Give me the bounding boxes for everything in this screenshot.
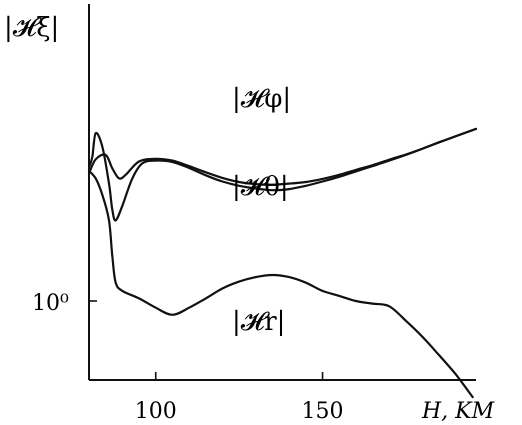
- series-line-h-r: [87, 169, 474, 399]
- label-h-theta: |𝓗θ|: [232, 172, 289, 202]
- x-tick-label: 100: [135, 399, 177, 424]
- y-tick-label: 10⁰: [32, 291, 69, 316]
- x-ticks: 100 150: [135, 372, 344, 424]
- y-axis-title: |𝓗ξ|: [4, 13, 59, 43]
- x-axis-title: H, KM: [421, 399, 495, 424]
- series-line-h-theta: [87, 127, 478, 222]
- label-h-phi: |𝓗φ|: [232, 84, 291, 114]
- x-tick-label: 150: [302, 399, 344, 424]
- label-h-r: |𝓗r|: [232, 307, 285, 337]
